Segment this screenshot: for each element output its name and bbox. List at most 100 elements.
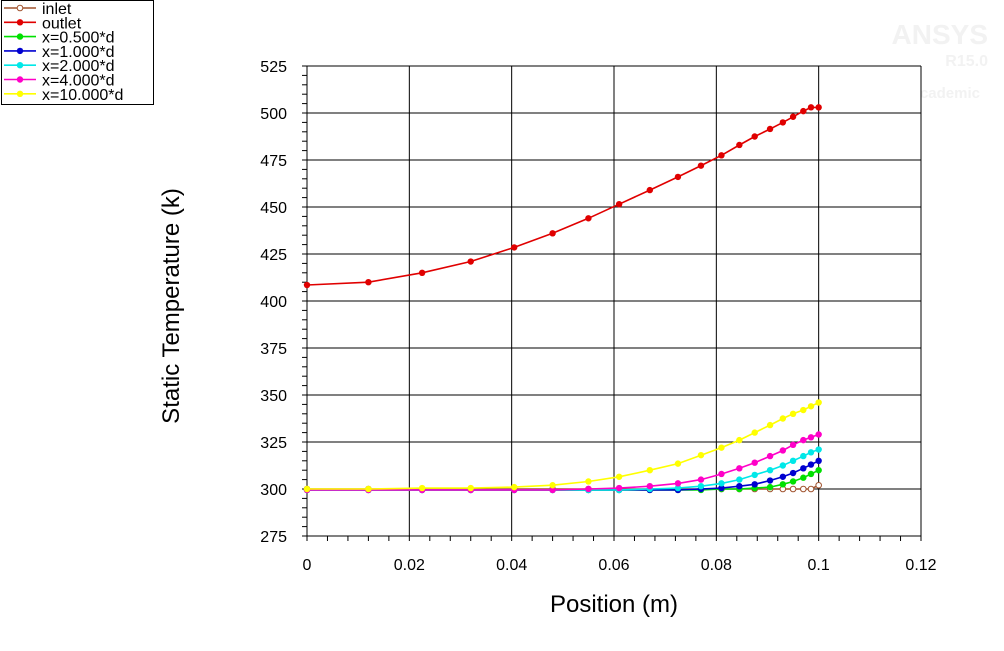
data-point [585, 215, 592, 222]
data-point [467, 484, 474, 492]
data-point [789, 410, 797, 417]
y-tick-label: 300 [260, 482, 287, 499]
data-point [736, 476, 743, 483]
y-tick-label: 450 [260, 200, 287, 217]
watermark-version: R15.0 [945, 53, 988, 70]
data-point [674, 460, 682, 467]
data-point [779, 119, 787, 126]
data-point [751, 481, 758, 488]
data-point [807, 470, 815, 478]
data-point [303, 281, 311, 289]
data-point [789, 469, 797, 477]
y-tick-label: 325 [260, 435, 287, 452]
y-tick-label: 275 [260, 529, 287, 546]
data-point [511, 244, 518, 251]
data-point [751, 133, 758, 140]
ansys-watermark: ANSYS R15.0 Academic [892, 19, 989, 102]
data-point [789, 457, 797, 464]
data-point [549, 486, 556, 494]
data-point [779, 481, 787, 488]
data-point [766, 467, 774, 474]
legend-swatch-marker [16, 33, 24, 40]
y-tick-label: 475 [260, 153, 287, 170]
legend-item: x=2.000*d [4, 58, 115, 75]
data-point [789, 485, 797, 493]
legend-label: x=2.000*d [42, 58, 115, 75]
data-point [697, 451, 705, 459]
data-point [779, 462, 787, 469]
data-point [615, 484, 623, 492]
legend-label: x=10.000*d [42, 87, 123, 104]
legend-swatch-marker [16, 61, 24, 69]
legend-label: x=0.500*d [42, 30, 115, 47]
x-tick-label: 0.04 [496, 557, 527, 574]
tick-labels: 0 0.02 0.04 0.06 0.08 0.1 0.12 275 300 325 350 375 4… [260, 59, 936, 574]
legend-swatch-marker [16, 19, 24, 26]
legend-item: outlet [4, 15, 82, 32]
y-tick-label: 375 [260, 341, 287, 358]
legend-swatch-marker [16, 76, 24, 83]
data-point [674, 173, 682, 181]
data-point [718, 470, 725, 478]
data-point [800, 436, 807, 444]
data-point [807, 104, 815, 111]
data-point [800, 452, 807, 460]
data-point [697, 476, 705, 483]
data-point [736, 482, 743, 490]
data-point [646, 467, 654, 474]
data-point [365, 485, 372, 493]
legend-swatch-marker [16, 4, 24, 12]
watermark-edition: Academic [909, 85, 980, 102]
y-tick-label: 525 [260, 59, 287, 76]
series-layer [303, 104, 822, 494]
data-point [766, 483, 774, 491]
data-point [751, 459, 758, 466]
data-point [697, 482, 705, 490]
data-point [789, 113, 797, 120]
data-point [365, 279, 372, 286]
data-point [736, 141, 743, 149]
data-point [815, 481, 822, 489]
x-tick-label: 0.1 [808, 557, 830, 574]
data-point [615, 200, 623, 208]
data-point [815, 467, 822, 474]
x-tick-label: 0 [303, 557, 312, 574]
data-point [766, 421, 774, 429]
data-point [766, 125, 774, 133]
data-point [418, 269, 426, 276]
data-point [815, 104, 822, 111]
data-point [674, 480, 682, 487]
data-point [467, 258, 474, 265]
data-point [718, 444, 725, 451]
legend: inletoutletx=0.500*dx=1.000*dx=2.000*dx=… [1, 0, 154, 105]
data-point [779, 415, 787, 422]
data-point [674, 484, 682, 492]
data-point [800, 485, 807, 493]
y-tick-label: 425 [260, 247, 287, 264]
data-point [800, 474, 807, 481]
series-outlet [303, 104, 822, 289]
x-tick-label: 0.08 [701, 557, 732, 574]
legend-swatch-marker [16, 47, 24, 55]
legend-box [1, 0, 154, 105]
legend-item: x=1.000*d [4, 44, 115, 61]
data-point [585, 478, 592, 485]
legend-label: x=4.000*d [42, 73, 115, 90]
data-point [646, 482, 654, 490]
data-point [807, 434, 815, 441]
data-point [718, 152, 725, 159]
data-point [800, 406, 807, 414]
data-point [800, 465, 807, 472]
data-point [615, 473, 623, 480]
axes [302, 65, 922, 541]
x-tick-label: 0.02 [394, 557, 425, 574]
x-tick-label: 0.06 [598, 557, 629, 574]
legend-item: x=4.000*d [4, 73, 115, 90]
data-point [511, 483, 518, 491]
data-point [751, 471, 758, 479]
data-point [303, 485, 311, 493]
data-point [815, 446, 822, 453]
data-point [718, 480, 725, 487]
y-tick-label: 500 [260, 106, 287, 123]
